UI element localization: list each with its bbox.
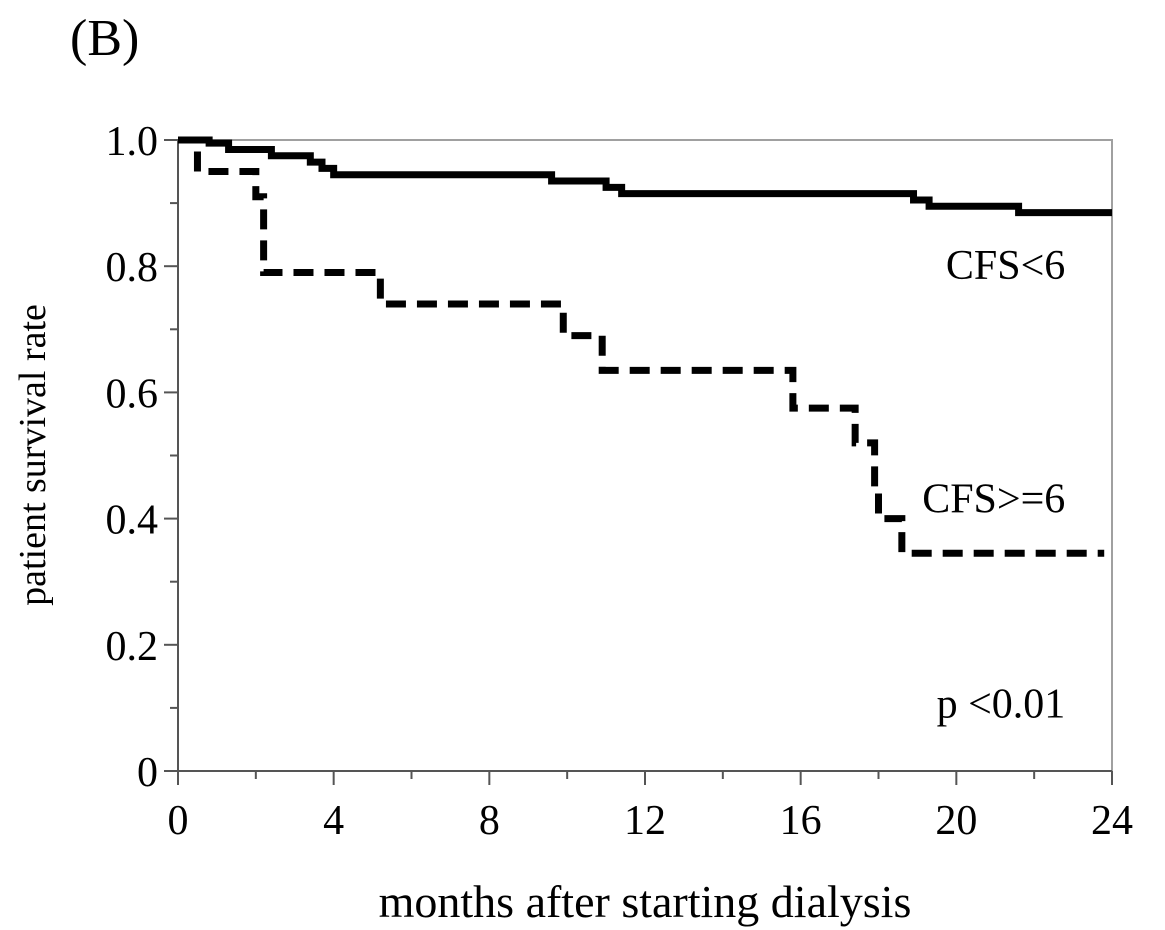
- x-tick-label: 24: [1091, 798, 1133, 844]
- annotation-label: p <0.01: [937, 681, 1066, 727]
- annotation-layer: CFS<6 CFS>=6 p <0.01: [922, 243, 1065, 728]
- annotation-label: CFS<6: [946, 243, 1065, 289]
- x-tick-label: 16: [780, 798, 822, 844]
- x-tick-label: 12: [624, 798, 666, 844]
- x-tick-label: 0: [168, 798, 189, 844]
- annotation-label: CFS>=6: [922, 476, 1065, 522]
- y-axis-ticks: 0 0.2 0.4 0.6 0.8 1.0: [106, 119, 178, 796]
- y-tick-label: 0.8: [106, 245, 159, 291]
- x-axis-label: months after starting dialysis: [379, 876, 912, 927]
- x-tick-label: 20: [935, 798, 977, 844]
- y-tick-label: 0: [137, 750, 158, 796]
- series-line-cfs-ge-6: [178, 136, 1105, 557]
- y-tick-label: 1.0: [106, 119, 159, 165]
- y-axis-label: patient survival rate: [12, 304, 54, 606]
- x-axis-ticks: 0 4 8 12 16 20 24: [168, 771, 1133, 844]
- y-tick-label: 0.2: [106, 624, 159, 670]
- y-tick-label: 0.4: [106, 498, 159, 544]
- series-line-cfs-lt-6: [178, 136, 1112, 217]
- x-tick-label: 4: [323, 798, 344, 844]
- y-tick-label: 0.6: [106, 371, 159, 417]
- x-tick-label: 8: [479, 798, 500, 844]
- plot-frame: [177, 139, 1113, 772]
- panel-label: (B): [70, 10, 139, 67]
- series-layer: [178, 136, 1112, 557]
